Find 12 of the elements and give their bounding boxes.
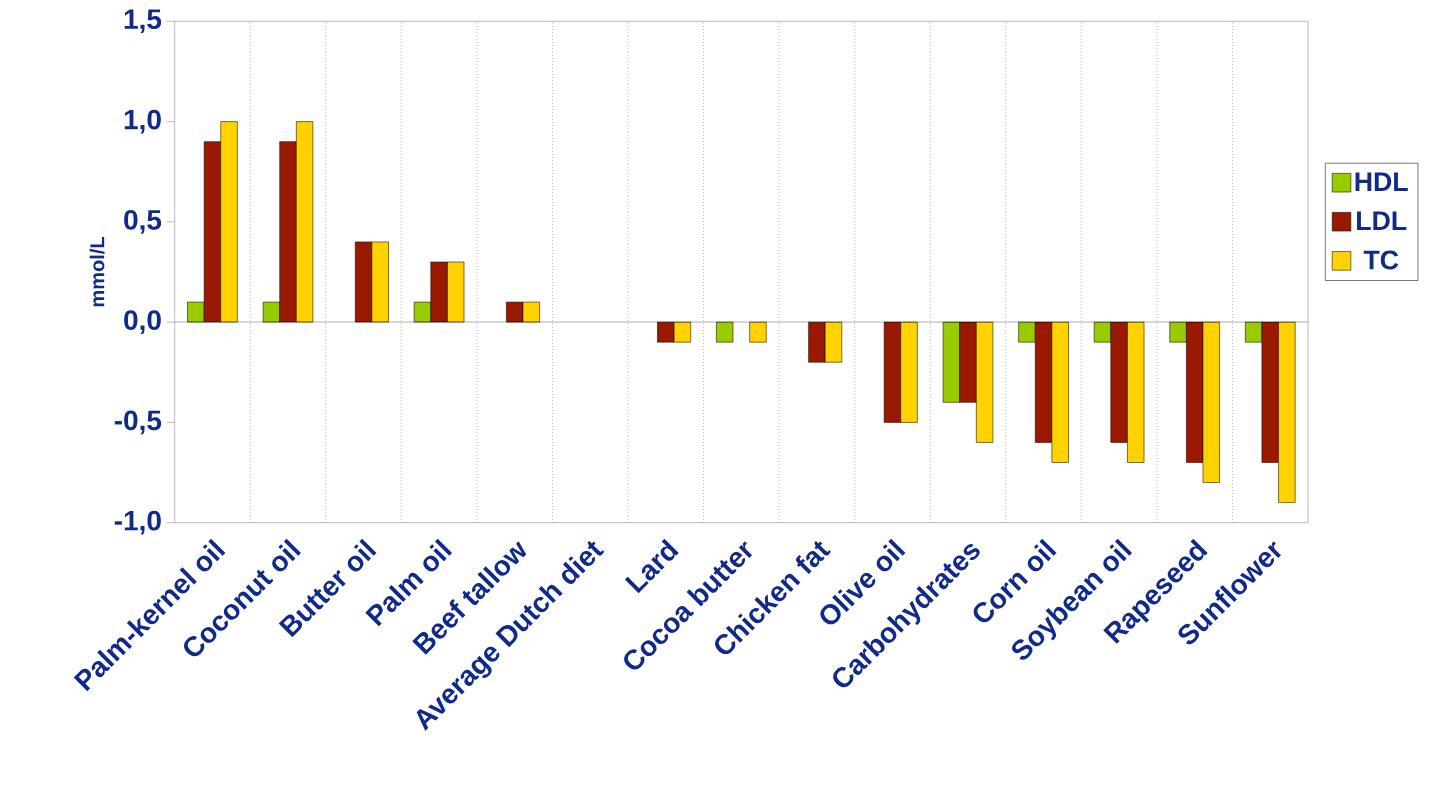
y-tick-label: 0,0 [124, 310, 161, 335]
y-tick-label: -1,0 [114, 510, 161, 535]
y-axis-title: mmol/L [89, 237, 105, 307]
y-tick-label: 0,5 [124, 210, 162, 234]
legend-label: LDL [1357, 211, 1407, 231]
y-tick-label: 1,0 [124, 109, 161, 134]
legend-label: HDL [1355, 172, 1408, 192]
bar [749, 322, 767, 343]
legend-label: TC [1363, 250, 1399, 270]
y-tick-label: 1,5 [124, 9, 162, 34]
y-tick-label: -0,5 [114, 410, 162, 435]
bar [716, 322, 734, 343]
